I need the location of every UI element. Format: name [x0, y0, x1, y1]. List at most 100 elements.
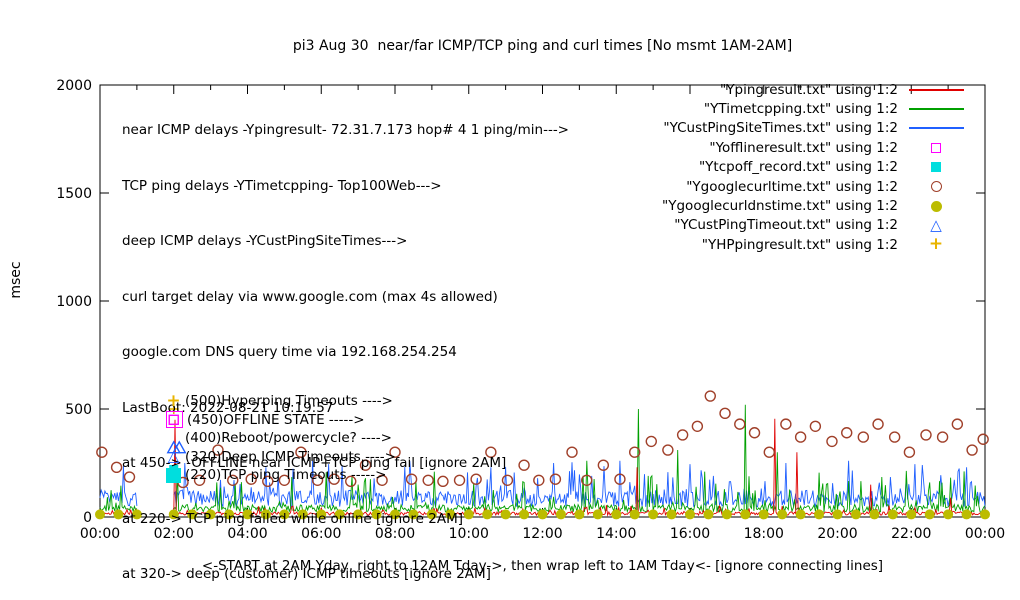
- marker-Ygooglecurltime: [405, 473, 418, 485]
- marker-Ygooglecurltime: [951, 418, 964, 430]
- legend-entry: "YCustPingTimeout.txt" using 1:2 △: [600, 216, 968, 235]
- marker-Ygooglecurldnstime: [113, 509, 124, 520]
- marker-Ygooglecurldnstime: [648, 509, 659, 520]
- marker-Ygooglecurldnstime: [426, 509, 437, 520]
- legend-label: "Ygooglecurltime.txt" using 1:2: [686, 178, 898, 195]
- marker-Ygooglecurltime: [328, 473, 340, 485]
- chart-title: pi3 Aug 30 near/far ICMP/TCP ping and cu…: [292, 38, 793, 54]
- y-axis-label: msec: [8, 261, 24, 299]
- marker-Ygooglecurldnstime: [924, 509, 935, 520]
- marker-Ygooglecurltime: [763, 446, 775, 458]
- annotation-marker-line: (450)OFFLINE STATE ----->: [166, 411, 396, 430]
- marker-Ygooglecurldnstime: [519, 509, 530, 520]
- marker-Ygooglecurltime: [872, 418, 884, 430]
- marker-Ygooglecurldnstime: [205, 509, 216, 520]
- marker-Ygooglecurldnstime: [224, 509, 235, 520]
- marker-Ygooglecurltime: [748, 427, 761, 439]
- marker-Ygooglecurldnstime: [482, 509, 493, 520]
- legend-label: "YCustPingSiteTimes.txt" using 1:2: [663, 120, 898, 137]
- legend-label: "YHPpingresult.txt" using 1:2: [701, 236, 898, 253]
- marker-Ygooglecurltime: [389, 446, 401, 458]
- marker-Ygooglecurldnstime: [187, 509, 198, 520]
- y-tick-label: 500: [65, 402, 92, 418]
- marker-Ygooglecurltime: [734, 418, 746, 430]
- legend-entry: "Ygooglecurltime.txt" using 1:2: [600, 177, 968, 196]
- marker-Ygooglecurltime: [470, 473, 482, 485]
- legend-entry: "YTimetcpping.txt" using 1:2: [600, 99, 968, 118]
- marker-Ygooglecurltime: [977, 433, 989, 445]
- marker-Ygooglecurltime: [809, 420, 822, 432]
- marker-Yofflineresult: [168, 414, 179, 425]
- marker-Ygooglecurltime: [485, 446, 497, 458]
- x-tick-label: 10:00: [449, 526, 489, 542]
- marker-Ygooglecurltime: [359, 459, 372, 471]
- legend: "Ypingresult.txt" using 1:2 "YTimetcppin…: [600, 80, 968, 255]
- annotation-line: at 320-> deep (customer) ICMP timeouts […: [122, 566, 491, 582]
- x-tick-label: 20:00: [817, 526, 857, 542]
- marker-Ygooglecurldnstime: [371, 509, 382, 520]
- marker-Ygooglecurldnstime: [611, 509, 622, 520]
- open-square-marker-icon: [931, 142, 941, 153]
- annotation-marker-line: (220)TCP ping Timeouts ----->: [166, 466, 396, 485]
- marker-Ygooglecurldnstime: [334, 509, 345, 520]
- annotation-line: at 450-> -OFFLINE near ICMP+TCP ping fai…: [122, 455, 507, 471]
- marker-Ygooglecurltime: [645, 435, 657, 448]
- marker-Ygooglecurldnstime: [814, 509, 825, 520]
- legend-entry: "Ygooglecurldnstime.txt" using 1:2: [600, 196, 968, 215]
- marker-Ygooglecurltime: [96, 446, 108, 458]
- marker-Ygooglecurltime: [780, 418, 792, 430]
- marker-Ygooglecurltime: [936, 431, 949, 443]
- marker-Ygooglecurldnstime: [777, 509, 788, 520]
- marker-Ygooglecurldnstime: [95, 509, 105, 520]
- marker-Ygooglecurldnstime: [887, 509, 898, 520]
- marker-Ygooglecurltime: [581, 474, 593, 486]
- marker-Ygooglecurldnstime: [353, 509, 364, 520]
- x-tick-label: 02:00: [154, 526, 194, 542]
- marker-Ygooglecurldnstime: [131, 509, 142, 520]
- no-marker: [166, 431, 181, 446]
- marker-Ygooglecurldnstime: [279, 509, 290, 520]
- marker-Ygooglecurltime: [794, 431, 807, 443]
- marker-Ygooglecurldnstime: [666, 509, 677, 520]
- x-tick-label: 00:00: [80, 526, 120, 542]
- marker-Ygooglecurltime: [123, 471, 136, 483]
- marker-Ygooglecurltime: [903, 446, 916, 458]
- marker-Ygooglecurltime: [376, 474, 388, 486]
- marker-Ygooglecurldnstime: [445, 509, 456, 520]
- marker-Ygooglecurltime: [295, 446, 307, 458]
- marker-Ygooglecurldnstime: [316, 509, 327, 520]
- legend-label: "Ytcpoff_record.txt" using 1:2: [698, 159, 898, 176]
- marker-Ygooglecurltime: [278, 474, 291, 486]
- marker-Ygooglecurldnstime: [463, 509, 474, 520]
- marker-Ygooglecurltime: [110, 461, 123, 474]
- x-tick-label: 00:00: [965, 526, 1005, 542]
- filled-square-marker-icon: [166, 467, 181, 483]
- annotation-line: near ICMP delays -Ypingresult- 72.31.7.1…: [122, 122, 569, 138]
- marker-Ygooglecurltime: [719, 407, 731, 420]
- open-triangle-marker-icon: △: [930, 215, 942, 234]
- annotation-marker-line: (400)Reboot/powercycle? ---->: [166, 429, 396, 448]
- series-YCustPingSiteTimes: [99, 460, 986, 509]
- legend-entry: "YHPpingresult.txt" using 1:2 +: [600, 235, 968, 254]
- x-tick-label: 12:00: [522, 526, 562, 542]
- marker-Ygooglecurltime: [597, 459, 610, 471]
- marker-Ygooglecurltime: [857, 431, 870, 443]
- legend-entry: "Yofflineresult.txt" using 1:2: [600, 138, 968, 157]
- marker-Ygooglecurltime: [691, 420, 704, 432]
- marker-Ygooglecurldnstime: [242, 509, 253, 520]
- annotation-block-top: near ICMP delays -Ypingresult- 72.31.7.1…: [122, 84, 569, 600]
- marker-Ygooglecurltime: [262, 475, 274, 488]
- x-tick-label: 18:00: [744, 526, 784, 542]
- marker-Ygooglecurltime: [704, 390, 716, 402]
- marker-Ygooglecurltime: [345, 475, 357, 488]
- legend-label: "YCustPingTimeout.txt" using 1:2: [674, 217, 898, 234]
- x-tick-label: 16:00: [670, 526, 710, 542]
- y-tick-label: 0: [83, 510, 92, 526]
- y-tick-label: 2000: [56, 78, 92, 94]
- marker-Ygooglecurltime: [662, 444, 674, 456]
- marker-Ygooglecurltime: [501, 474, 514, 486]
- annotation-text: (400)Reboot/powercycle? ---->: [185, 430, 392, 447]
- marker-Ygooglecurldnstime: [832, 509, 843, 520]
- marker-Ygooglecurldnstime: [795, 509, 806, 520]
